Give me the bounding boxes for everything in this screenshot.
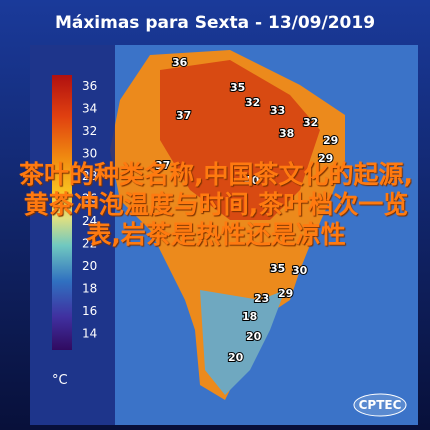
temperature-label: 35 [270,262,285,275]
legend-tick: 30 [82,147,97,161]
logo-text: CPTEC [359,398,402,412]
temperature-label: 18 [242,310,257,323]
temperature-label: 23 [254,292,269,305]
hot-zone [160,60,320,220]
temperature-label: 20 [228,351,244,364]
temperature-label: 37 [155,159,170,172]
legend-tick: 32 [82,124,97,138]
temperature-label: 36 [172,56,188,69]
legend-tick: 24 [82,214,97,228]
legend-tick: 18 [82,282,97,296]
temperature-label: 32 [245,96,260,109]
legend-tick: 36 [82,79,97,93]
legend-tick: 14 [82,327,97,341]
logo: CPTEC [353,393,407,417]
temperature-label: 35 [230,81,245,94]
temperature-label: 20 [246,330,262,343]
title: Máximas para Sexta - 13/09/2019 [55,13,375,33]
legend-tick: 22 [82,237,97,251]
temperature-label: 29 [323,134,338,147]
legend-tick: 20 [82,259,97,273]
temperature-label: 38 [279,127,294,140]
temperature-label: 33 [270,104,285,117]
overlay-text: 茶叶的种类名称,中国茶文化的起源,黄茶冲泡温度与时间,茶叶档次一览表,岩茶是热性… [19,160,413,249]
temperature-label: 29 [278,287,293,300]
legend-bar [52,75,72,350]
legend-tick: 28 [82,169,97,183]
legend-tick: 34 [82,102,97,116]
temperature-label: 40 [244,174,260,187]
cool-zone [200,290,285,395]
legend-unit: °C [52,373,68,388]
temperature-label: 30 [292,264,308,277]
legend-tick: 26 [82,192,97,206]
temperature-label: 37 [176,109,191,122]
temperature-label: 32 [303,116,318,129]
legend-tick: 16 [82,304,97,318]
legend-panel [30,45,115,425]
temperature-label: 29 [318,152,333,165]
